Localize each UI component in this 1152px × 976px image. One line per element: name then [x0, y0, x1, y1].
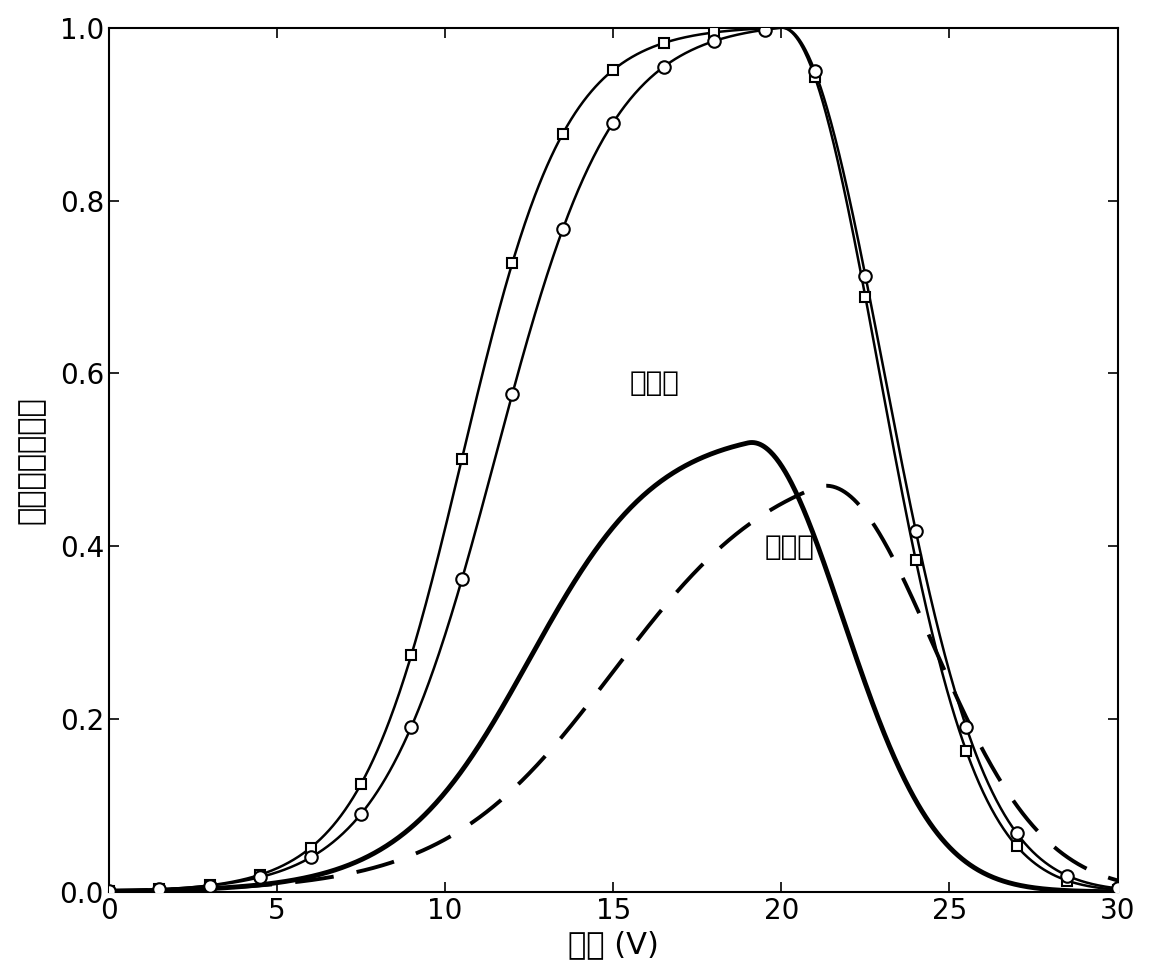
Y-axis label: 归一化光利用率: 归一化光利用率 — [16, 396, 46, 524]
Text: 透过率: 透过率 — [630, 369, 680, 396]
X-axis label: 电压 (V): 电压 (V) — [568, 930, 659, 959]
Text: 反射率: 反射率 — [765, 533, 814, 561]
